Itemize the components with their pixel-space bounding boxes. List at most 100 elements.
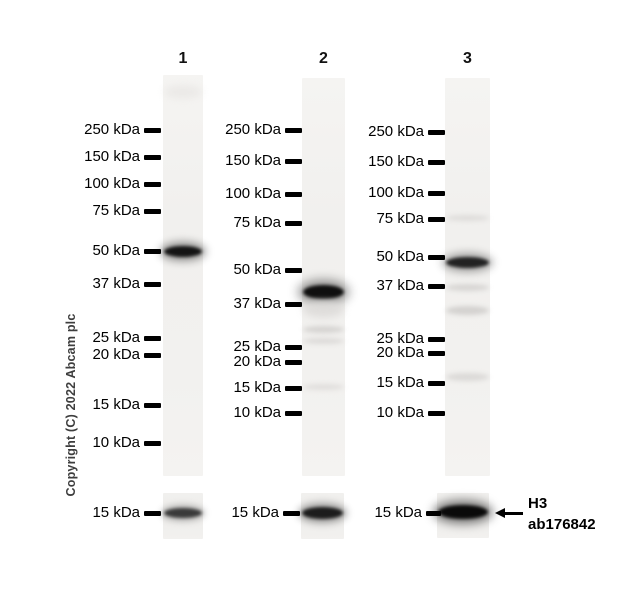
marker-tick <box>144 335 161 341</box>
marker-tick <box>285 301 302 307</box>
marker-label: 75 kDa <box>92 202 140 219</box>
marker-label: 50 kDa <box>376 248 424 265</box>
lane-2-marker-15: 15 kDa <box>233 380 302 396</box>
lane-3-band-faint-75kda <box>446 215 489 221</box>
annotation-target: H3 <box>528 495 548 512</box>
lane-1-marker-150: 150 kDa <box>84 149 161 165</box>
lane-2-marker-75: 75 kDa <box>233 215 302 231</box>
lane-3-marker-15: 15 kDa <box>376 375 445 391</box>
marker-label: 250 kDa <box>368 123 424 140</box>
lane-2-band-strong-40kda <box>303 285 344 299</box>
lane-2-marker-50: 50 kDa <box>233 262 302 278</box>
lane-1-control-marker-15: 15 kDa <box>92 505 161 521</box>
lane-2-marker-20: 20 kDa <box>233 354 302 370</box>
lane-2-marker-25: 25 kDa <box>233 339 302 355</box>
marker-label: 10 kDa <box>233 404 281 421</box>
marker-label: 15 kDa <box>374 504 422 521</box>
lane-1-band-strong-50kda <box>164 246 202 257</box>
marker-tick <box>285 410 302 416</box>
lane-2-control-strip <box>301 493 344 539</box>
lane-2-number: 2 <box>319 50 328 67</box>
marker-tick <box>285 191 302 197</box>
marker-tick <box>285 359 302 365</box>
marker-tick <box>428 254 445 260</box>
marker-label: 37 kDa <box>233 295 281 312</box>
marker-label: 25 kDa <box>233 338 281 355</box>
lane-2-band-control-15kda <box>302 507 343 519</box>
marker-tick <box>428 216 445 222</box>
lane-3-marker-75: 75 kDa <box>376 211 445 227</box>
marker-label: 50 kDa <box>233 261 281 278</box>
lane-1-marker-15: 15 kDa <box>92 397 161 413</box>
lane-1-marker-250: 250 kDa <box>84 122 161 138</box>
lane-3-marker-10: 10 kDa <box>376 405 445 421</box>
marker-tick <box>144 248 161 254</box>
marker-tick <box>144 402 161 408</box>
marker-label: 10 kDa <box>92 434 140 451</box>
marker-tick <box>428 190 445 196</box>
lane-2-band-faint-27kda <box>303 338 344 344</box>
lane-2-marker-100: 100 kDa <box>225 186 302 202</box>
marker-tick <box>285 267 302 273</box>
lane-1-marker-37: 37 kDa <box>92 276 161 292</box>
marker-tick <box>285 158 302 164</box>
marker-label: 20 kDa <box>376 344 424 361</box>
lane-2-marker-150: 150 kDa <box>225 153 302 169</box>
marker-label: 25 kDa <box>92 329 140 346</box>
marker-tick <box>144 181 161 187</box>
marker-tick <box>285 220 302 226</box>
lane-3-marker-150: 150 kDa <box>368 154 445 170</box>
marker-tick <box>144 510 161 516</box>
marker-label: 75 kDa <box>233 214 281 231</box>
marker-tick <box>285 127 302 133</box>
lane-2-band-faint-30kda <box>303 326 344 333</box>
marker-tick <box>428 350 445 356</box>
lane-3-blot-strip <box>445 78 490 476</box>
lane-2-marker-37: 37 kDa <box>233 296 302 312</box>
marker-label: 25 kDa <box>376 330 424 347</box>
marker-label: 37 kDa <box>376 277 424 294</box>
marker-label: 100 kDa <box>368 184 424 201</box>
marker-tick <box>428 336 445 342</box>
marker-label: 15 kDa <box>376 374 424 391</box>
lane-1-marker-50: 50 kDa <box>92 243 161 259</box>
marker-tick <box>426 510 441 516</box>
lane-1-marker-100: 100 kDa <box>84 176 161 192</box>
lane-2-band-trailing-smear <box>303 302 344 318</box>
marker-label: 250 kDa <box>84 121 140 138</box>
lane-3-marker-250: 250 kDa <box>368 124 445 140</box>
marker-label: 100 kDa <box>225 185 281 202</box>
marker-label: 150 kDa <box>84 148 140 165</box>
lane-3-number: 3 <box>463 50 472 67</box>
marker-label: 20 kDa <box>233 353 281 370</box>
marker-tick <box>144 440 161 446</box>
marker-tick <box>428 410 445 416</box>
lane-3-control-strip <box>437 493 489 538</box>
marker-tick <box>283 510 300 516</box>
lane-1-band-top-smear <box>164 85 202 99</box>
marker-label: 50 kDa <box>92 242 140 259</box>
lane-1-marker-75: 75 kDa <box>92 203 161 219</box>
lane-3-marker-37: 37 kDa <box>376 278 445 294</box>
lane-2-control-marker-15: 15 kDa <box>231 505 300 521</box>
lane-1-control-strip <box>163 493 203 539</box>
lane-3-control-marker-15: 15 kDa <box>374 505 441 521</box>
annotation-catalog-number: ab176842 <box>528 516 596 533</box>
annotation-arrow-shaft <box>504 512 523 515</box>
marker-tick <box>428 159 445 165</box>
marker-label: 150 kDa <box>368 153 424 170</box>
lane-3-marker-100: 100 kDa <box>368 185 445 201</box>
annotation-arrow-icon <box>495 508 505 518</box>
lane-3-band-faint-37kda <box>446 284 489 291</box>
marker-label: 250 kDa <box>225 121 281 138</box>
marker-label: 15 kDa <box>92 504 140 521</box>
lane-3-band-faint-15kda <box>446 373 489 381</box>
copyright-text: Copyright (C) 2022 Abcam plc <box>64 313 78 497</box>
lane-3-marker-50: 50 kDa <box>376 249 445 265</box>
marker-label: 10 kDa <box>376 404 424 421</box>
marker-tick <box>144 208 161 214</box>
marker-tick <box>285 385 302 391</box>
marker-tick <box>144 127 161 133</box>
marker-tick <box>144 281 161 287</box>
